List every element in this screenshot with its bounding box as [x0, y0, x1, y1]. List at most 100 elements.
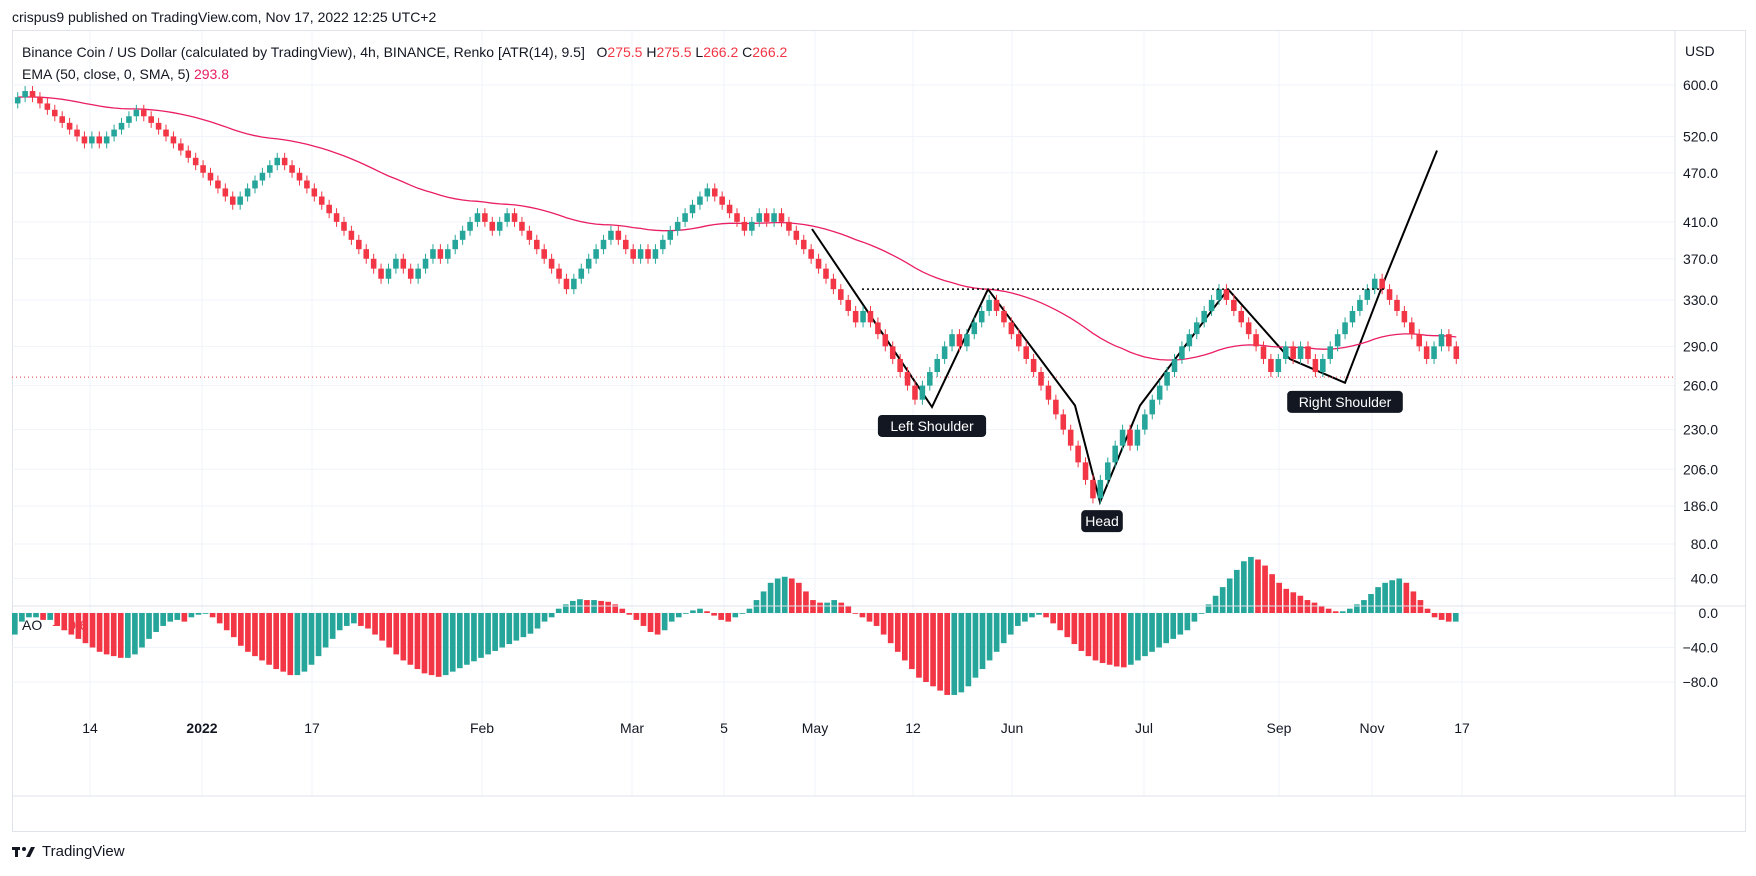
brick-down — [1401, 310, 1408, 323]
brick-down — [1409, 322, 1415, 335]
brick-down — [882, 334, 889, 347]
grid — [12, 31, 1675, 796]
time-tick-label: 2022 — [186, 720, 217, 736]
ao-bar-up — [1354, 604, 1360, 613]
price-axis-unit: USD — [1685, 43, 1715, 59]
ao-bar-up — [548, 613, 555, 618]
ao-bar-up — [308, 613, 315, 665]
ao-bar-up — [1226, 578, 1233, 613]
ao-bar-up — [492, 613, 498, 651]
ao-bar-down — [1318, 606, 1325, 613]
brick-down — [1008, 322, 1015, 335]
brick-down — [37, 97, 43, 104]
open-value: 275.5 — [607, 44, 643, 60]
ao-bar-up — [485, 613, 491, 655]
brick-up — [14, 97, 21, 104]
brick-down — [215, 180, 221, 189]
ao-bar-down — [287, 613, 294, 676]
ao-bar-up — [1233, 569, 1240, 613]
ema-line — [12, 96, 1675, 378]
ao-bar-up — [1184, 613, 1191, 631]
symbol-legend[interactable]: Binance Coin / US Dollar (calculated by … — [22, 44, 787, 60]
ao-bar-down — [61, 613, 68, 631]
ao-bar-down — [1092, 613, 1099, 661]
ao-bar-down — [280, 613, 287, 672]
ao-bar-up — [1375, 587, 1381, 613]
annotation-label: Head — [1085, 513, 1118, 529]
brick-up — [467, 221, 473, 231]
ao-bar-up — [1339, 611, 1346, 613]
ao-bar-down — [909, 613, 915, 670]
price-tick-label: 260.0 — [1683, 378, 1718, 394]
ao-axis: 80.0 40.0 0.0 −40.0 −80.0 — [1683, 536, 1719, 690]
ema-legend[interactable]: EMA (50, close, 0, SMA, 5) 293.8 — [22, 66, 229, 82]
pattern-trendline — [811, 228, 989, 410]
ao-bar-up — [1163, 613, 1169, 644]
ao-bar-down — [379, 613, 385, 641]
ao-bar-up — [499, 613, 506, 648]
brick-down — [222, 188, 229, 197]
ao-bar-up — [520, 613, 527, 638]
ao-value: −10.6 — [52, 617, 88, 633]
ao-bar-down — [584, 600, 590, 613]
brick-down — [437, 249, 444, 259]
ao-bar-up — [195, 613, 202, 615]
ao-bar-up — [661, 613, 668, 631]
ao-bar-down — [817, 602, 823, 613]
time-tick-label: 17 — [1454, 720, 1470, 736]
ao-bar-down — [612, 604, 619, 613]
ao-bar-down — [845, 606, 852, 613]
brick-up — [1297, 346, 1304, 359]
brick-down — [482, 213, 488, 222]
brick-up — [422, 258, 429, 269]
tradingview-brand[interactable]: TradingView — [12, 843, 125, 860]
brick-up — [89, 136, 95, 144]
ao-bar-up — [329, 613, 336, 639]
ao-bar-up — [167, 613, 174, 622]
ao-bar-down — [894, 613, 901, 652]
ao-bar-up — [1029, 613, 1035, 618]
ao-legend[interactable]: AO −10.6 — [22, 617, 88, 633]
ao-bar-down — [619, 608, 626, 613]
ao-bar-down — [1283, 588, 1290, 613]
ao-bar-up — [456, 613, 463, 669]
published-caption: crispus9 published on TradingView.com, N… — [12, 9, 437, 25]
brick-down — [44, 103, 51, 110]
ao-bar-down — [273, 613, 279, 670]
time-axis: 14 2022 17 Feb Mar 5 May 12 Jun Jul Sep Nov 17 — [82, 720, 1470, 736]
ao-bar-down — [1085, 613, 1092, 657]
ao-bar-down — [633, 613, 640, 620]
brick-up — [660, 239, 666, 250]
brick-down — [1231, 299, 1237, 311]
brick-up — [459, 230, 466, 240]
brick-down — [1127, 429, 1133, 446]
brick-down — [845, 299, 852, 311]
high-value: 275.5 — [656, 44, 692, 60]
brick-down — [526, 230, 533, 240]
brick-up — [474, 213, 481, 222]
brick-up — [1156, 385, 1163, 400]
brick-up — [919, 385, 926, 400]
brick-up — [1193, 322, 1200, 335]
brick-down — [1238, 310, 1245, 323]
ao-bar-up — [1015, 613, 1021, 626]
brick-up — [103, 136, 110, 144]
price-axis: 600.0 520.0 470.0 410.0 370.0 330.0 290.0 260.0… — [1683, 77, 1718, 514]
brick-up — [1334, 334, 1341, 347]
brick-down — [1038, 372, 1044, 386]
ao-bar-down — [259, 613, 265, 661]
brick-down — [875, 322, 881, 335]
brick-up — [689, 204, 696, 214]
brick-down — [1268, 358, 1274, 373]
brick-up — [1142, 414, 1148, 430]
ao-bar-up — [1128, 613, 1134, 665]
time-tick-label: 17 — [304, 720, 320, 736]
ao-bar-up — [965, 613, 972, 687]
ao-bar-down — [1071, 613, 1078, 645]
brick-down — [318, 196, 325, 205]
ao-bar-up — [746, 608, 753, 613]
ao-bar-down — [223, 613, 230, 631]
ao-bar-down — [1113, 613, 1120, 667]
brick-down — [200, 165, 206, 173]
